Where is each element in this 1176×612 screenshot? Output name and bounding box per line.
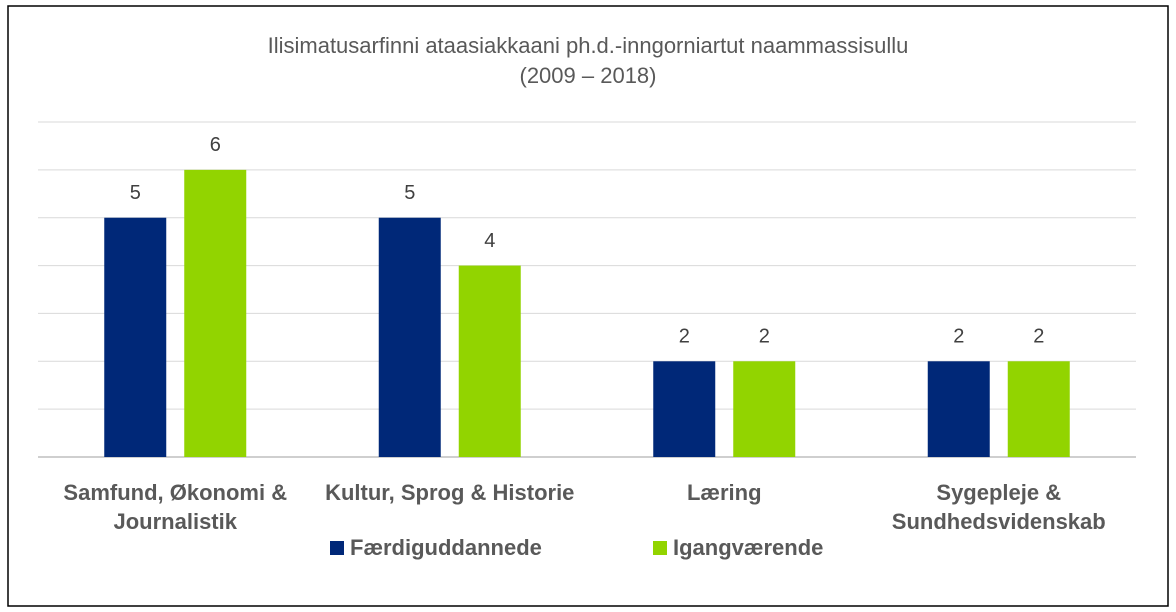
x-tick-label: Kultur, Sprog & Historie xyxy=(325,480,575,505)
bar xyxy=(733,361,796,457)
data-label: 2 xyxy=(759,326,770,348)
data-label: 2 xyxy=(1033,326,1044,348)
data-label: 5 xyxy=(404,182,415,204)
chart-title: Ilisimatusarfinni ataasiakkaani ph.d.-in… xyxy=(268,33,909,58)
x-tick-label: Sygepleje & Sundhedsvidenskab xyxy=(891,480,1106,534)
bar xyxy=(378,217,441,457)
bar xyxy=(1007,361,1070,457)
bar xyxy=(458,265,521,457)
data-label: 6 xyxy=(210,134,221,156)
data-label: 2 xyxy=(953,326,964,348)
chart-subtitle: (2009 – 2018) xyxy=(520,63,657,88)
x-tick-label: Samfund, Økonomi & Journalistik xyxy=(63,480,288,534)
legend-swatch xyxy=(653,541,667,555)
data-label: 2 xyxy=(679,326,690,348)
x-tick-label: Læring xyxy=(686,480,762,505)
data-label: 5 xyxy=(130,182,141,204)
bar xyxy=(927,361,990,457)
bar xyxy=(653,361,716,457)
legend-swatch xyxy=(330,541,344,555)
legend-label: Igangværende xyxy=(673,535,823,560)
legend-label: Færdiguddannede xyxy=(350,535,542,560)
data-label: 4 xyxy=(484,230,495,252)
bar xyxy=(104,217,167,457)
bar xyxy=(184,169,247,457)
